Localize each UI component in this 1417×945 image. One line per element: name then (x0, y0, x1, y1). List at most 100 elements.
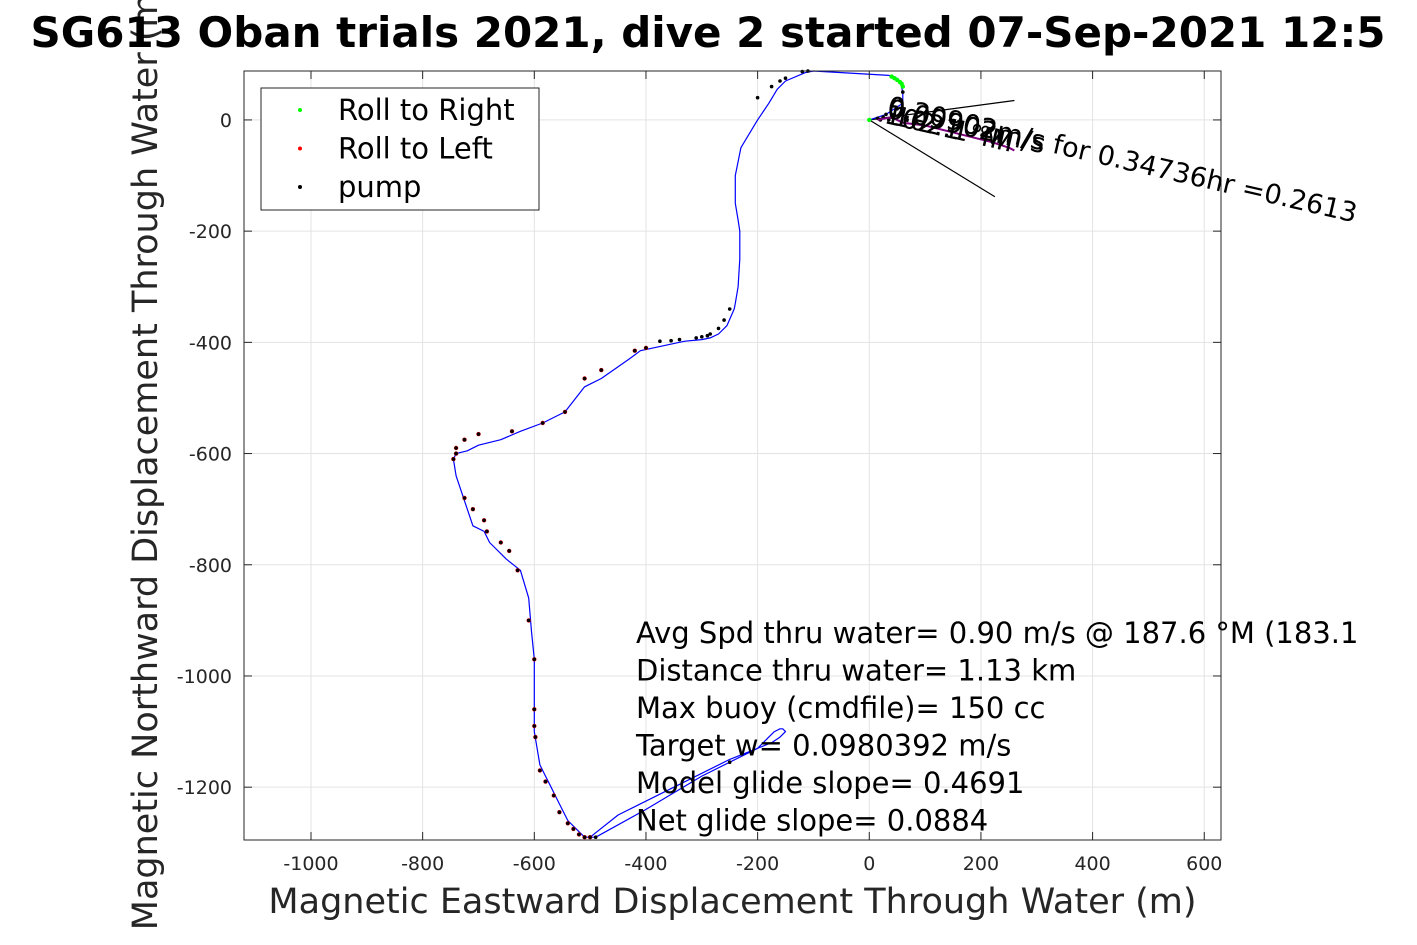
stat-line: Avg Spd thru water= 0.90 m/s @ 187.6 °M … (636, 616, 1358, 650)
x-tick-label: 0 (863, 853, 875, 875)
pump-marker (582, 376, 587, 381)
pump-marker (510, 429, 514, 434)
y-tick-label: -200 (189, 221, 232, 243)
pump-marker (884, 112, 888, 117)
pump-marker (543, 779, 548, 784)
pump-marker (783, 76, 788, 80)
pump-marker (515, 568, 520, 573)
current-arrow (877, 116, 1015, 152)
pump-marker (901, 90, 905, 94)
pump-marker (633, 348, 637, 353)
pump-marker (727, 307, 732, 311)
pump-marker (892, 112, 897, 117)
y-tick-label: -1200 (177, 777, 232, 799)
pump-marker (462, 496, 467, 500)
pump-marker (593, 835, 598, 839)
pump-marker (526, 618, 531, 623)
pump-marker (694, 336, 698, 340)
pump-marker (563, 410, 567, 414)
roll-right-marker (900, 84, 905, 89)
x-tick-label: -800 (401, 853, 444, 875)
current-wedge (868, 99, 1015, 198)
pump-marker (722, 318, 726, 322)
y-tick-label: -800 (189, 555, 232, 577)
current-annotation: 0.09902m/s (884, 94, 1048, 160)
pump-marker (471, 507, 475, 512)
pump-marker (454, 446, 458, 450)
pump-marker (571, 827, 576, 831)
chart-title: SG613 Oban trials 2021, dive 2 started 0… (31, 8, 1386, 57)
wedge-upper-line (869, 99, 1015, 121)
pump-marker (582, 835, 587, 839)
pump-marker (727, 760, 732, 764)
stat-line: Target w= 0.0980392 m/s (635, 729, 1011, 763)
pump-marker (755, 95, 760, 100)
pump-marker (588, 835, 592, 839)
track-markers (451, 69, 905, 840)
pump-marker (507, 549, 512, 553)
y-axis-label: Magnetic Northward Displacement Through … (126, 0, 166, 930)
pump-marker (533, 735, 538, 739)
x-tick-label: 400 (1074, 853, 1110, 875)
legend: Roll to Right Roll to Left pump (260, 87, 540, 211)
pump-marker (532, 707, 537, 712)
stat-line: Model glide slope= 0.4691 (636, 766, 1024, 800)
x-tick-label: -400 (624, 853, 667, 875)
x-tick-label: 200 (963, 853, 999, 875)
pump-marker (557, 810, 562, 814)
pump-marker (476, 432, 481, 436)
pump-marker (669, 338, 673, 343)
pump-marker (499, 540, 503, 545)
x-tick-label: -1000 (283, 853, 338, 875)
stats-text-block: Avg Spd thru water= 0.90 m/s @ 187.6 °M … (635, 616, 1358, 838)
legend-label: pump (338, 170, 421, 204)
pump-marker (700, 335, 704, 339)
y-tick-label: -600 (189, 444, 232, 466)
pump-marker (705, 333, 710, 338)
wedge-lower-line (868, 119, 996, 198)
x-axis-label: Magnetic Eastward Displacement Through W… (268, 882, 1196, 922)
legend-box (260, 87, 540, 211)
legend-marker (298, 185, 302, 189)
legend-marker (298, 108, 302, 112)
pump-marker (716, 326, 721, 331)
pump-marker (577, 832, 581, 837)
stat-line: Max buoy (cmdfile)= 150 cc (636, 691, 1045, 725)
axis-ticks: -1000 -800 -600 -400 -200 0 200 400 600 0 -200 -400… (177, 71, 1222, 875)
stat-line: Net glide slope= 0.0884 (636, 804, 988, 838)
y-tick-label: -400 (189, 332, 232, 354)
pump-marker (540, 421, 545, 425)
pump-marker (599, 368, 604, 372)
pump-marker (708, 332, 712, 336)
pump-marker (658, 339, 662, 344)
pump-marker (677, 337, 682, 342)
plot-area (243, 70, 1222, 841)
legend-label: Roll to Left (338, 132, 493, 166)
pump-marker (451, 457, 456, 461)
pump-marker (800, 69, 805, 74)
pump-marker (769, 84, 774, 89)
pump-marker (644, 346, 648, 350)
legend-marker (298, 146, 302, 151)
grid-lines (244, 71, 1221, 840)
pump-marker (532, 724, 537, 728)
legend-label: Roll to Right (338, 93, 515, 127)
pump-marker (482, 518, 486, 523)
stat-line: Distance thru water= 1.13 km (636, 654, 1076, 688)
pump-marker (454, 451, 458, 456)
pump-marker (532, 657, 537, 662)
pump-marker (898, 98, 902, 103)
pump-marker (552, 793, 556, 798)
x-tick-label: -200 (736, 853, 779, 875)
pump-marker (895, 107, 899, 111)
pump-marker (566, 821, 570, 826)
x-tick-label: 600 (1186, 853, 1222, 875)
y-tick-label: -1000 (177, 666, 232, 688)
pump-marker (462, 437, 467, 442)
pump-marker (538, 768, 542, 773)
current-line (877, 116, 1015, 152)
pump-marker (887, 118, 891, 122)
y-tick-label: 0 (220, 110, 232, 132)
